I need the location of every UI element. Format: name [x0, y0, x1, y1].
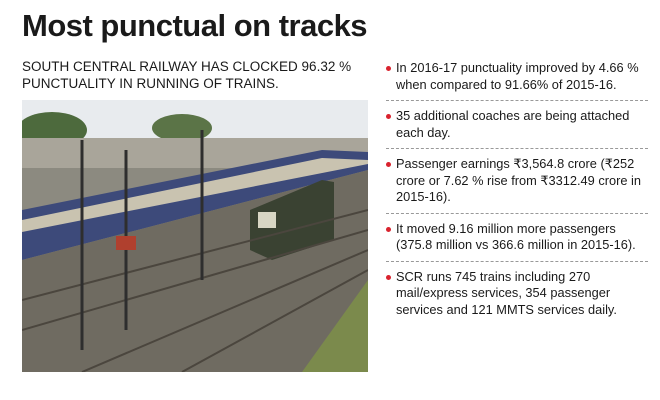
bullet-text: It moved 9.16 million more passengers (3…: [396, 220, 636, 253]
grass: [302, 280, 368, 372]
train-windows: [22, 158, 368, 232]
track: [81, 249, 368, 372]
track: [22, 229, 368, 331]
signal-board: [116, 236, 136, 250]
bullet-text: 35 additional coaches are being attached…: [396, 108, 630, 140]
bullet-dot: [386, 274, 391, 280]
tracks: [22, 209, 368, 372]
bullet-text: In 2016-17 punctuality improved by 4.66 …: [396, 60, 639, 92]
engine-window: [258, 212, 276, 228]
track: [22, 209, 368, 301]
tree: [152, 114, 212, 142]
bullet-item: In 2016-17 punctuality improved by 4.66 …: [386, 60, 648, 101]
bullet-item: SCR runs 745 trains including 270 mail/e…: [386, 269, 648, 326]
bullet-dot: [386, 114, 391, 119]
bullet-item: It moved 9.16 million more passengers (3…: [386, 221, 648, 262]
bullet-dot: [386, 162, 391, 167]
bullet-text: Passenger earnings ₹3,564.8 crore (₹252 …: [396, 156, 641, 204]
bullet-text: SCR runs 745 trains including 270 mail/e…: [396, 268, 617, 317]
bullet-list: In 2016-17 punctuality improved by 4.66 …: [386, 60, 648, 332]
bullet-item: Passenger earnings ₹3,564.8 crore (₹252 …: [386, 156, 648, 214]
bullet-item: 35 additional coaches are being attached…: [386, 108, 648, 149]
bullet-dot: [386, 226, 391, 232]
track: [181, 269, 368, 372]
subtitle: SOUTH CENTRAL RAILWAY HAS CLOCKED 96.32 …: [22, 59, 352, 91]
title: Most punctual on tracks: [22, 8, 368, 43]
bullet-dot: [386, 66, 391, 71]
photo: [22, 100, 368, 372]
engine: [250, 180, 334, 260]
